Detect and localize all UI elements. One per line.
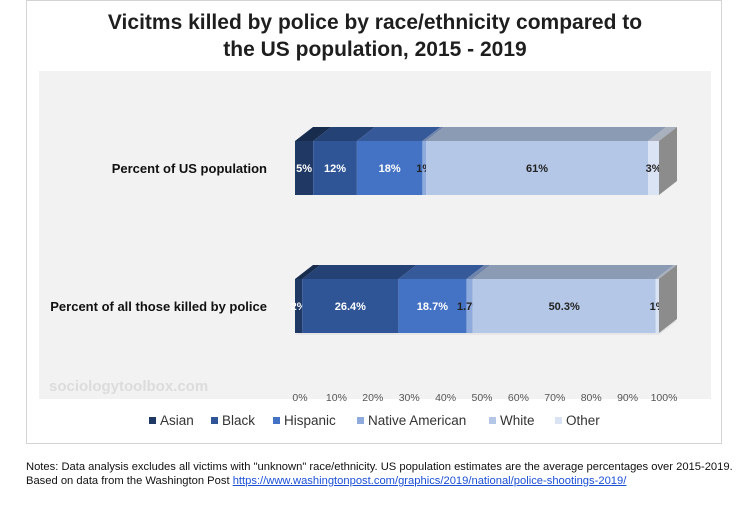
- x-tick-label: 40%: [435, 392, 456, 404]
- bar-top-white: [426, 127, 667, 141]
- bar-top-other: [648, 127, 677, 141]
- x-tick-label: 60%: [508, 392, 529, 404]
- legend-swatch-white: [489, 417, 496, 424]
- data-label: 61%: [526, 163, 548, 175]
- legend-entry: Asian: [160, 413, 194, 428]
- bar-segment-hispanic: [356, 141, 423, 195]
- legend-entry: Hispanic: [284, 413, 336, 428]
- data-label: 5%: [296, 163, 312, 175]
- legend-entry: Other: [566, 413, 600, 428]
- bar-segment-black: [313, 141, 357, 195]
- bar-segment-asian: [295, 141, 314, 195]
- bar-segment-black: [302, 279, 399, 333]
- bar-top-black: [313, 127, 375, 141]
- bar-side-face: [659, 127, 677, 195]
- x-tick-label: 80%: [581, 392, 602, 404]
- notes-text: Notes: Data analysis excludes all victim…: [26, 461, 733, 487]
- bar-top-native-american: [422, 127, 445, 141]
- legend-entry: White: [500, 413, 535, 428]
- category-label: Percent of US population: [112, 161, 267, 176]
- bar-top-white: [472, 265, 674, 279]
- bar-segment-asian: [295, 279, 303, 333]
- legend-swatch-black: [211, 417, 218, 424]
- bar-segment-white: [426, 141, 649, 195]
- bar-segment-hispanic: [398, 279, 467, 333]
- x-tick-label: 70%: [544, 392, 565, 404]
- chart-title-line-2: the US population, 2015 - 2019: [223, 38, 526, 61]
- legend: Asian Black Hispanic Native American White Ot…: [149, 413, 600, 428]
- bar-top-black: [302, 265, 417, 279]
- bar-top-native-american: [466, 265, 491, 279]
- source-link[interactable]: https://www.washingtonpost.com/graphics/…: [232, 475, 627, 487]
- bar-top-other: [655, 265, 678, 279]
- bar-segment-native-american: [422, 141, 427, 195]
- chart-notes: Notes: Data analysis excludes all victim…: [26, 460, 744, 488]
- chart-title-line-1: Vicitms killed by police by race/ethnici…: [108, 11, 642, 34]
- x-tick-label: 100%: [651, 392, 678, 404]
- bar-segment-white: [472, 279, 656, 333]
- data-label: 26.4%: [335, 301, 366, 313]
- data-label: 18.7%: [417, 301, 448, 313]
- watermark: sociologytoolbox.com: [49, 378, 208, 395]
- legend-swatch-native-american: [357, 417, 364, 424]
- bar-top-asian: [295, 127, 332, 141]
- legend-swatch-asian: [149, 417, 156, 424]
- x-axis-ticks: 0% 10% 20% 30% 40% 50% 60% 70% 80% 90% 100%: [292, 392, 677, 404]
- x-tick-label: 50%: [471, 392, 492, 404]
- data-label: 12%: [324, 163, 346, 175]
- data-label: 3%: [646, 163, 662, 175]
- bar-top-hispanic: [356, 127, 441, 141]
- chart-frame: Vicitms killed by police by race/ethnici…: [26, 0, 722, 444]
- bar-top-asian: [295, 265, 321, 279]
- x-tick-label: 20%: [362, 392, 383, 404]
- bar-segment-other: [655, 279, 660, 333]
- category-label: Percent of all those killed by police: [50, 299, 267, 314]
- x-tick-label: 90%: [617, 392, 638, 404]
- legend-entry: Black: [222, 413, 255, 428]
- x-tick-label: 10%: [326, 392, 347, 404]
- stacked-bar-chart: Vicitms killed by police by race/ethnici…: [39, 11, 711, 428]
- bar-top-hispanic: [398, 265, 485, 279]
- plot-background: [39, 71, 711, 399]
- legend-swatch-other: [555, 417, 562, 424]
- legend-swatch-hispanic: [273, 417, 280, 424]
- bar-segment-native-american: [466, 279, 473, 333]
- x-tick-label: 30%: [399, 392, 420, 404]
- x-tick-label: 0%: [292, 392, 307, 404]
- data-label: 50.3%: [549, 301, 580, 313]
- data-label: 18%: [379, 163, 401, 175]
- legend-entry: Native American: [368, 413, 466, 428]
- plot-area: Percent of US population 5% 12% 18% 1% 61% 3%P…: [39, 71, 711, 399]
- bar-segment-other: [648, 141, 659, 195]
- bar-side-face: [659, 265, 677, 333]
